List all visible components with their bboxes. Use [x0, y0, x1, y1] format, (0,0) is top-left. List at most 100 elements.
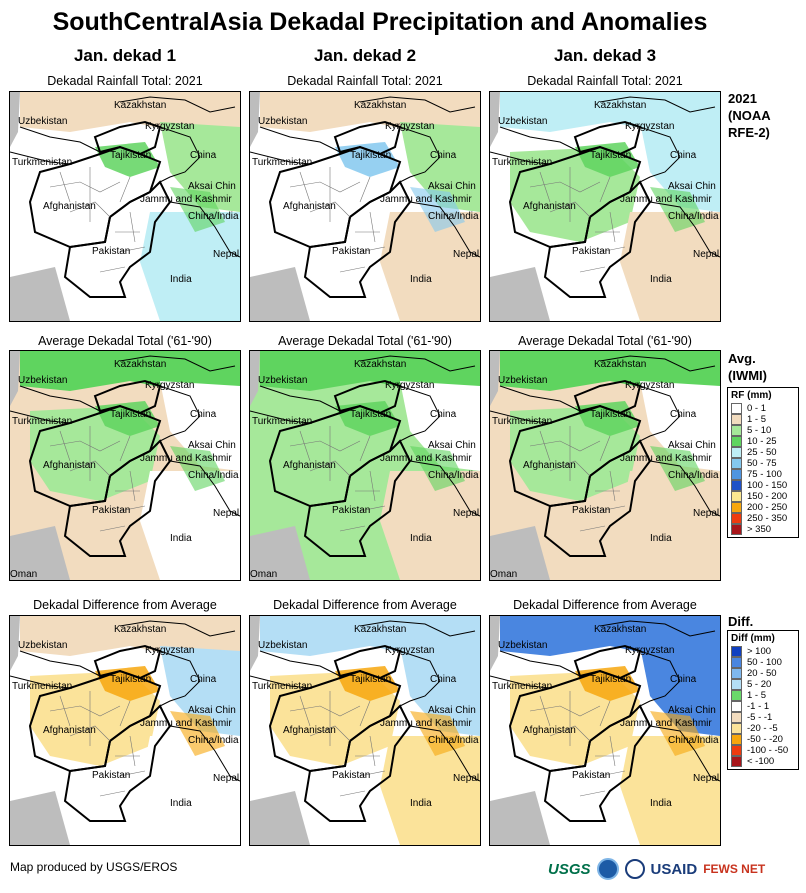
- china-west-border: [159, 385, 201, 442]
- place-label: Turkmenistan: [492, 681, 552, 692]
- place-label: Aksai Chin: [188, 181, 236, 192]
- diff-legend-item: 5 - 20: [731, 679, 795, 690]
- china-west-border: [639, 126, 681, 183]
- place-label: Tajikistan: [110, 674, 151, 685]
- place-label: Aksai Chin: [188, 705, 236, 716]
- rf-legend-label: 10 - 25: [747, 436, 777, 447]
- diff-legend-swatch: [731, 712, 742, 723]
- map-title-avg-2: Average Dekadal Total ('61-'90): [278, 334, 452, 348]
- rf-legend-item: 100 - 150: [731, 480, 795, 491]
- diff-legend-item: < -100: [731, 756, 795, 767]
- northern-zone: [20, 92, 240, 132]
- tajik-kyrgyz-border: [93, 644, 162, 680]
- place-label: Turkmenistan: [12, 681, 72, 692]
- rf-legend-swatch: [731, 480, 742, 491]
- place-label: Kazakhstan: [354, 624, 406, 635]
- diff-legend-label: -1 - 1: [747, 701, 770, 712]
- tajik-kyrgyz-border: [93, 379, 162, 415]
- place-label: Tajikistan: [590, 674, 631, 685]
- rf-legend-item: 5 - 10: [731, 425, 795, 436]
- pakistan-province-lines: [99, 735, 146, 797]
- place-label: Aksai Chin: [668, 440, 716, 451]
- map-svg: Kazakhstan Uzbekistan Kyrgyzstan Turkmenist…: [250, 616, 480, 845]
- india-china-border: [649, 201, 720, 258]
- pakistan-province-lines: [339, 735, 386, 797]
- place-label: Jammu and Kashmir: [620, 194, 712, 205]
- place-label: Turkmenistan: [12, 157, 72, 168]
- arabian-sea: [490, 526, 550, 580]
- province-lines: [289, 167, 371, 222]
- place-label: China/India: [428, 735, 479, 746]
- map-avg-dekad-2: Kazakhstan Uzbekistan Kyrgyzstan Turkmenist…: [249, 350, 481, 581]
- map-svg: Kazakhstan Uzbekistan Kyrgyzstan Turkmenist…: [10, 92, 240, 321]
- place-label: Pakistan: [92, 770, 130, 781]
- place-label: Aksai Chin: [188, 440, 236, 451]
- arabian-sea: [10, 791, 70, 845]
- place-label: India: [410, 274, 432, 285]
- place-label: Jammu and Kashmir: [140, 194, 232, 205]
- turkmen-border: [10, 675, 71, 689]
- usaid-seal-icon: [624, 859, 645, 879]
- place-label: Jammu and Kashmir: [140, 453, 232, 464]
- pakistan-province-lines: [99, 470, 146, 532]
- pakistan-province-lines: [339, 211, 386, 273]
- place-label: Kyrgyzstan: [625, 645, 674, 656]
- india-zone: [380, 212, 480, 321]
- place-label: Uzbekistan: [258, 116, 307, 127]
- place-label: India: [410, 798, 432, 809]
- place-label: Pakistan: [92, 505, 130, 516]
- place-label: India: [650, 798, 672, 809]
- place-label: Kazakhstan: [114, 624, 166, 635]
- side-label-avg: Avg. (IWMI): [728, 350, 767, 384]
- place-label: Afghanistan: [43, 725, 96, 736]
- rf-legend-swatch: [731, 513, 742, 524]
- diff-legend: Diff (mm) > 100 50 - 100 20 - 50 5 - 20 1 - …: [727, 630, 799, 770]
- rf-legend-label: 75 - 100: [747, 469, 782, 480]
- kazakh-border: [119, 96, 236, 113]
- turkmen-border: [250, 675, 311, 689]
- place-label: Nepal: [213, 773, 239, 784]
- rf-legend-swatch: [731, 524, 742, 535]
- uzbek-border: [259, 385, 341, 412]
- column-header-2: Jan. dekad 2: [313, 46, 417, 65]
- china-zone: [400, 646, 480, 736]
- map-svg: Kazakhstan Uzbekistan Kyrgyzstan Turkmenist…: [250, 92, 480, 321]
- place-label: Tajikistan: [350, 150, 391, 161]
- map-title-total-3: Dekadal Rainfall Total: 2021: [527, 74, 683, 88]
- place-label: Kyrgyzstan: [145, 121, 194, 132]
- place-label: Kazakhstan: [114, 359, 166, 370]
- place-label: Kazakhstan: [594, 100, 646, 111]
- place-label: Pakistan: [332, 770, 370, 781]
- place-label: Aksai Chin: [428, 440, 476, 451]
- kazakh-border: [359, 96, 476, 113]
- kashmir-accent: [410, 711, 465, 756]
- kashmir-accent: [410, 446, 465, 491]
- place-label: Afghanistan: [43, 460, 96, 471]
- northern-zone: [500, 351, 720, 391]
- place-label: Afghanistan: [523, 201, 576, 212]
- place-label: China/India: [188, 211, 239, 222]
- map-total-dekad-2: Kazakhstan Uzbekistan Kyrgyzstan Turkmenist…: [249, 91, 481, 322]
- side-label-total-line: RFE-2): [728, 125, 770, 140]
- place-label: Kazakhstan: [354, 359, 406, 370]
- uzbek-border: [499, 385, 581, 412]
- place-label: Kyrgyzstan: [145, 380, 194, 391]
- kazakh-border: [119, 355, 236, 372]
- pakistan-border: [543, 704, 652, 822]
- india-china-border: [409, 460, 480, 517]
- kazakh-border: [119, 620, 236, 637]
- pakistan-province-lines: [579, 470, 626, 532]
- place-label: India: [170, 798, 192, 809]
- pakistan-province-lines: [579, 735, 626, 797]
- uzbek-border: [499, 126, 581, 153]
- place-label: Nepal: [693, 249, 719, 260]
- arabian-sea: [490, 791, 550, 845]
- map-title-diff-3: Dekadal Difference from Average: [513, 598, 697, 612]
- place-label: Kazakhstan: [114, 100, 166, 111]
- place-label: Turkmenistan: [252, 157, 312, 168]
- china-west-border: [159, 126, 201, 183]
- province-lines: [529, 426, 611, 481]
- pakistan-border: [543, 439, 652, 557]
- place-label: Uzbekistan: [258, 640, 307, 651]
